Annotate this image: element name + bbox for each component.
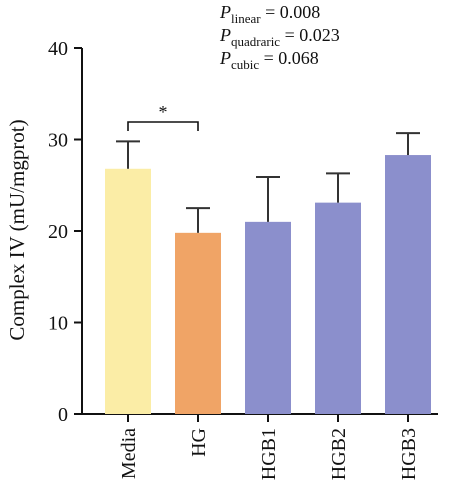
y-tick-label: 10: [48, 313, 68, 335]
p-value-annotation: Pcubic = 0.068: [219, 48, 319, 72]
y-tick-label: 30: [48, 130, 68, 152]
bar-hgb2: [315, 202, 361, 414]
labels: Complex IV (mU/mgprot) 0 10 20 30 40 Media HG H…: [5, 38, 420, 480]
significance-marker: *: [159, 102, 168, 122]
bar-hgb1: [245, 221, 291, 414]
bar-media: [105, 168, 151, 414]
bar-hgb3: [385, 155, 431, 414]
bars: [105, 155, 431, 414]
y-tick-label: 40: [48, 38, 68, 60]
y-axis-label: Complex IV (mU/mgprot): [5, 119, 29, 340]
x-tick-label: HG: [188, 428, 210, 457]
error-bars: [116, 132, 420, 233]
y-tick-label: 20: [48, 221, 68, 243]
x-tick-label: HGB3: [398, 428, 420, 480]
y-tick-label: 0: [58, 404, 68, 426]
p-value-annotation: Pquadraric = 0.023: [219, 25, 340, 49]
bar-hg: [175, 232, 221, 414]
x-tick-label: HGB2: [328, 428, 350, 480]
x-tick-label: Media: [118, 428, 140, 479]
x-tick-label: HGB1: [258, 428, 280, 480]
significance-bracket: [127, 121, 199, 131]
p-value-annotation: Plinear = 0.008: [219, 2, 320, 26]
